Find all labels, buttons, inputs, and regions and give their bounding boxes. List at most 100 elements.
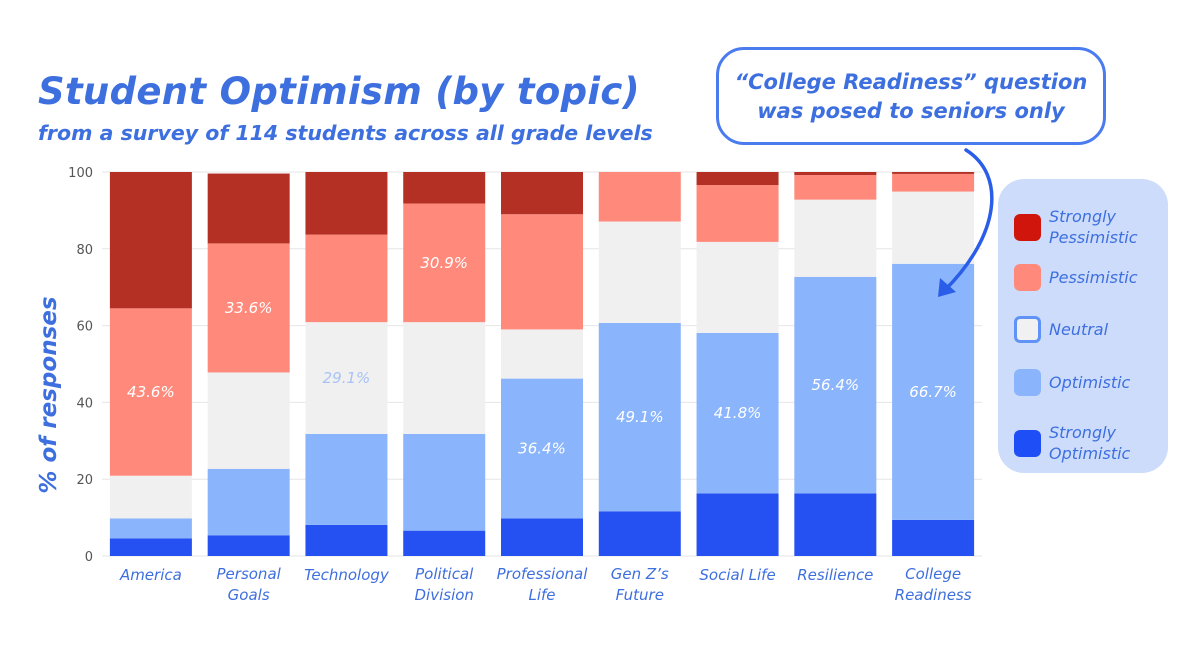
bar-segment-optimistic <box>403 433 486 531</box>
data-label: 66.7% <box>909 383 957 401</box>
bar-segment-optimistic <box>109 518 192 539</box>
chart-subtitle: from a survey of 114 students across all… <box>38 121 653 145</box>
bar-segment-strongly-pessimistic <box>305 172 388 235</box>
x-tick-label: Life <box>528 586 555 604</box>
bar-segment-strongly-optimistic <box>501 518 583 556</box>
bar-segment-strongly-optimistic <box>598 511 681 556</box>
bar-segment-pessimistic <box>794 175 877 200</box>
y-tick-label: 80 <box>76 243 93 258</box>
bar-segment-strongly-optimistic <box>109 538 192 556</box>
callout-arrow-head <box>938 278 956 297</box>
legend-label-line: Pessimistic <box>1049 228 1138 247</box>
bar-segment-strongly-optimistic <box>892 519 975 556</box>
legend-label: Pessimistic <box>1049 267 1138 288</box>
bar-segment-strongly-optimistic <box>207 535 290 556</box>
x-tick-label: College <box>905 565 961 583</box>
legend-swatch <box>1014 369 1041 396</box>
x-tick-label: Resilience <box>797 566 873 584</box>
legend-item-optimistic: Optimistic <box>1014 369 1130 396</box>
legend-label-line: Optimistic <box>1049 444 1131 463</box>
bar-segment-neutral <box>794 199 877 277</box>
data-label: 56.4% <box>812 376 860 394</box>
x-tick-label: Goals <box>228 586 270 604</box>
bar-segment-optimistic <box>794 276 877 494</box>
bar-segment-strongly-pessimistic <box>794 172 877 176</box>
bar-segment-optimistic <box>696 332 779 494</box>
data-label: 33.6% <box>225 299 273 317</box>
y-tick-label: 60 <box>76 320 93 335</box>
x-tick-label: Gen Z’s <box>611 565 669 583</box>
legend-label: Optimistic <box>1049 372 1130 393</box>
x-tick-label: Technology <box>304 566 390 584</box>
bar-segment-neutral <box>207 372 290 469</box>
chart-title: Student Optimism (by topic) <box>38 70 640 113</box>
bar-segment-pessimistic <box>403 203 486 323</box>
data-label: 49.1% <box>616 408 664 426</box>
legend-label: Strongly Pessimistic <box>1049 206 1138 248</box>
legend-label-line: Optimistic <box>1049 373 1131 392</box>
bar-segment-optimistic <box>305 433 388 525</box>
data-label: 36.4% <box>518 439 566 457</box>
bar-segment-strongly-optimistic <box>305 524 388 556</box>
legend-item-pessimistic: Pessimistic <box>1014 264 1138 291</box>
x-tick-label: Personal <box>217 565 282 583</box>
y-axis-label: % of responses <box>36 296 62 493</box>
bar-segment-strongly-optimistic <box>403 530 486 556</box>
bar-segment-strongly-pessimistic <box>109 172 192 309</box>
x-tick-label: Professional <box>497 565 589 583</box>
bar-segment-pessimistic <box>207 243 290 373</box>
bar-segment-strongly-optimistic <box>696 493 779 556</box>
legend-label-line: Strongly <box>1049 207 1117 226</box>
data-label: 41.8% <box>714 404 762 422</box>
bar-segment-neutral <box>501 329 583 379</box>
legend: Strongly Pessimistic Pessimistic Neutral Opt… <box>998 179 1168 473</box>
bar-segment-strongly-pessimistic <box>501 172 583 215</box>
callout-note: “College Readiness” question was posed t… <box>716 47 1106 145</box>
bar-segment-strongly-pessimistic <box>892 172 975 174</box>
legend-label-line: Pessimistic <box>1049 268 1138 287</box>
x-tick-label: Social Life <box>699 566 775 584</box>
bar-segment-neutral <box>696 241 779 333</box>
bar-segment-strongly-optimistic <box>794 493 877 556</box>
x-tick-label: America <box>119 566 182 584</box>
bar-segment-neutral <box>403 322 486 434</box>
bar-segment-neutral <box>892 191 975 264</box>
bar-segment-pessimistic <box>109 308 192 476</box>
bar-segment-strongly-pessimistic <box>403 172 486 204</box>
data-label: 30.9% <box>420 254 468 272</box>
legend-item-strongly-optimistic: Strongly Optimistic <box>1014 422 1130 464</box>
bar-segment-pessimistic <box>501 214 583 330</box>
x-tick-label: Readiness <box>895 586 972 604</box>
legend-label-line: Strongly <box>1049 423 1117 442</box>
legend-swatch <box>1014 316 1041 343</box>
callout-arrow <box>943 148 994 292</box>
y-tick-label: 40 <box>76 396 93 411</box>
y-tick-label: 100 <box>68 166 93 181</box>
bar-segment-optimistic <box>501 378 583 519</box>
bar-segment-strongly-pessimistic <box>207 173 290 244</box>
bar-segment-pessimistic <box>892 173 975 192</box>
callout-line-1: “College Readiness” question <box>734 70 1088 94</box>
legend-label: Strongly Optimistic <box>1049 422 1130 464</box>
bar-segment-neutral <box>598 221 681 323</box>
y-tick-label: 20 <box>76 473 93 488</box>
legend-label: Neutral <box>1049 319 1108 340</box>
bar-segment-optimistic <box>207 468 290 536</box>
x-tick-label: Division <box>415 586 474 604</box>
bar-segment-strongly-pessimistic <box>696 172 779 186</box>
bar-segment-neutral <box>305 322 388 434</box>
bar-segment-optimistic <box>892 263 975 520</box>
legend-swatch <box>1014 264 1041 291</box>
x-tick-label: Future <box>616 586 664 604</box>
x-tick-label: Political <box>415 565 474 583</box>
legend-item-strongly-pessimistic: Strongly Pessimistic <box>1014 206 1138 248</box>
bar-segment-pessimistic <box>305 234 388 323</box>
bar-segment-neutral <box>109 475 192 519</box>
bar-segment-pessimistic <box>696 185 779 242</box>
callout-line-2: was posed to seniors only <box>757 99 1065 123</box>
bar-segment-pessimistic <box>598 172 681 222</box>
legend-swatch <box>1014 213 1041 241</box>
legend-label-line: Neutral <box>1049 320 1109 339</box>
y-tick-label: 0 <box>85 550 93 565</box>
